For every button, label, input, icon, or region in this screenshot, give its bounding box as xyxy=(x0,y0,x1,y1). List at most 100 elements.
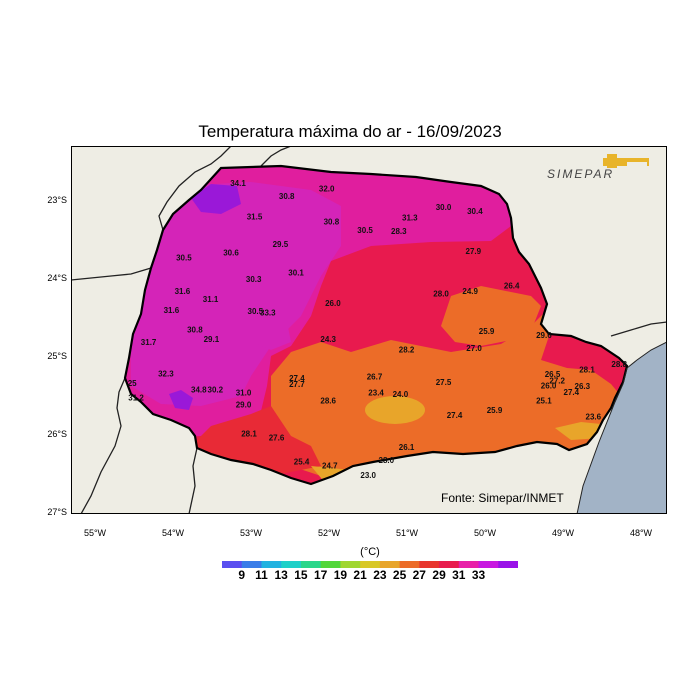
colorbar-cell xyxy=(439,561,460,568)
colorbar-cell xyxy=(340,561,361,568)
colorbar-tick-label: 21 xyxy=(353,568,367,582)
colorbar-tick-label: 15 xyxy=(294,568,308,582)
station-value: 26.3 xyxy=(575,382,591,391)
station-value: 23.4 xyxy=(368,389,384,398)
station-value: 27.5 xyxy=(436,378,452,387)
colorbar-tick-label: 27 xyxy=(412,568,426,582)
simepar-logo: SIMEPAR xyxy=(547,154,649,181)
colorbar-cell xyxy=(478,561,499,568)
logo-text: SIMEPAR xyxy=(547,167,614,181)
station-value: 31.3 xyxy=(402,213,418,222)
colorbar-cell xyxy=(360,561,381,568)
colorbar-cell xyxy=(458,561,480,568)
colorbar-cell xyxy=(241,561,262,568)
station-value: 33.3 xyxy=(260,309,276,318)
station-value: 28.1 xyxy=(241,429,257,438)
lon-label-54: 54°W xyxy=(161,528,185,538)
station-value: 30.0 xyxy=(436,203,452,212)
station-value: 26.4 xyxy=(504,281,520,290)
lon-label-51: 51°W xyxy=(395,528,419,538)
colorbar-tick-label: 25 xyxy=(392,568,407,582)
colorbar-tick-label: 31 xyxy=(452,568,466,582)
station-value: 25.1 xyxy=(536,397,552,406)
station-value: 25.9 xyxy=(487,406,503,415)
station-value: 28.0 xyxy=(379,456,395,465)
station-value: 26.1 xyxy=(399,443,415,452)
station-value: 30.4 xyxy=(467,207,483,216)
station-value: 31.7 xyxy=(141,338,157,347)
station-value: 24.9 xyxy=(462,287,478,296)
map-frame-border xyxy=(71,146,667,514)
station-value: 24.3 xyxy=(320,335,336,344)
station-value: 26.7 xyxy=(367,373,383,382)
station-value: 30.8 xyxy=(187,325,203,334)
lat-label-27: 27°S xyxy=(47,507,67,517)
station-value: 31.1 xyxy=(203,295,219,304)
station-values: 34.1 32.0 30.8 31.5 30.8 30.5 28.3 30.0 30.4 31.3… xyxy=(128,179,628,480)
colorbar-cell xyxy=(281,561,302,568)
station-value: 26.0 xyxy=(541,381,557,390)
lon-label-53: 53°W xyxy=(239,528,263,538)
temperature-map: 34.1 32.0 30.8 31.5 30.8 30.5 28.3 30.0 30.4 31.3… xyxy=(70,145,668,515)
colorbar-tick-label: 23 xyxy=(373,568,387,582)
lat-label-25: 25°S xyxy=(47,351,67,361)
station-value: 34.8 xyxy=(191,385,207,394)
colorbar-tick-label: 13 xyxy=(274,568,288,582)
colorbar-cell xyxy=(222,561,243,568)
colorbar xyxy=(222,561,518,568)
station-value: 29.5 xyxy=(273,240,289,249)
station-value: 31.2 xyxy=(128,393,144,402)
station-value: 27.7 xyxy=(289,380,305,389)
colorbar-cell xyxy=(261,561,282,568)
map-panel: 34.1 32.0 30.8 31.5 30.8 30.5 28.3 30.0 30.4 31.3… xyxy=(70,145,668,519)
source-text: Fonte: Simepar/INMET xyxy=(441,491,564,505)
station-value: 30.1 xyxy=(288,269,304,278)
station-value: 28.1 xyxy=(579,365,595,374)
station-value: 31.6 xyxy=(164,306,180,315)
station-value: 30.5 xyxy=(176,253,192,262)
colorbar-tick-label: 11 xyxy=(255,568,268,582)
lat-label-26: 26°S xyxy=(47,429,67,439)
station-value: 26.5 xyxy=(545,370,561,379)
station-value: 23.6 xyxy=(586,413,602,422)
station-value: 25 xyxy=(128,379,137,388)
station-value: 27.9 xyxy=(466,247,482,256)
station-value: 29.0 xyxy=(236,401,252,410)
lon-label-49: 49°W xyxy=(551,528,575,538)
lat-label-24: 24°S xyxy=(47,273,67,283)
station-value: 30.2 xyxy=(208,385,224,394)
station-value: 27.4 xyxy=(447,411,463,420)
station-value: 27.4 xyxy=(564,388,580,397)
station-value: 28.6 xyxy=(320,397,336,406)
colorbar-tick-label: 9 xyxy=(238,568,246,582)
station-value: 28.0 xyxy=(433,289,449,298)
station-value: 27.6 xyxy=(269,433,285,442)
station-value: 28.3 xyxy=(391,227,407,236)
station-value: 27.0 xyxy=(466,344,482,353)
station-value: 29.1 xyxy=(204,335,220,344)
colorbar-cell xyxy=(498,561,518,568)
station-value: 28.8 xyxy=(611,360,627,369)
station-value: 27.2 xyxy=(549,377,565,386)
colorbar-tick-label: 19 xyxy=(333,568,348,582)
station-value: 31.0 xyxy=(236,389,252,398)
lat-label-23: 23°S xyxy=(47,195,67,205)
colorbar-cell xyxy=(320,561,341,568)
station-value: 28.2 xyxy=(399,345,415,354)
map-title: Temperatura máxima do ar - 16/09/2023 xyxy=(198,122,502,141)
station-value: 29.6 xyxy=(536,331,552,340)
station-value: 31.5 xyxy=(247,213,263,222)
station-value: 32.0 xyxy=(319,185,335,194)
station-value: 34.1 xyxy=(230,179,246,188)
ocean-area xyxy=(577,342,667,514)
station-value: 30.5 xyxy=(248,307,264,316)
station-value: 30.8 xyxy=(279,192,295,201)
station-value: 32.3 xyxy=(158,369,174,378)
station-value: 24.7 xyxy=(322,461,338,470)
lon-label-48: 48°W xyxy=(629,528,653,538)
lon-label-55: 55°W xyxy=(83,528,107,538)
station-value: 24.0 xyxy=(393,390,409,399)
colorbar-cell xyxy=(379,561,401,568)
lon-label-52: 52°W xyxy=(317,528,341,538)
colorbar-tick-label: 29 xyxy=(432,568,446,582)
